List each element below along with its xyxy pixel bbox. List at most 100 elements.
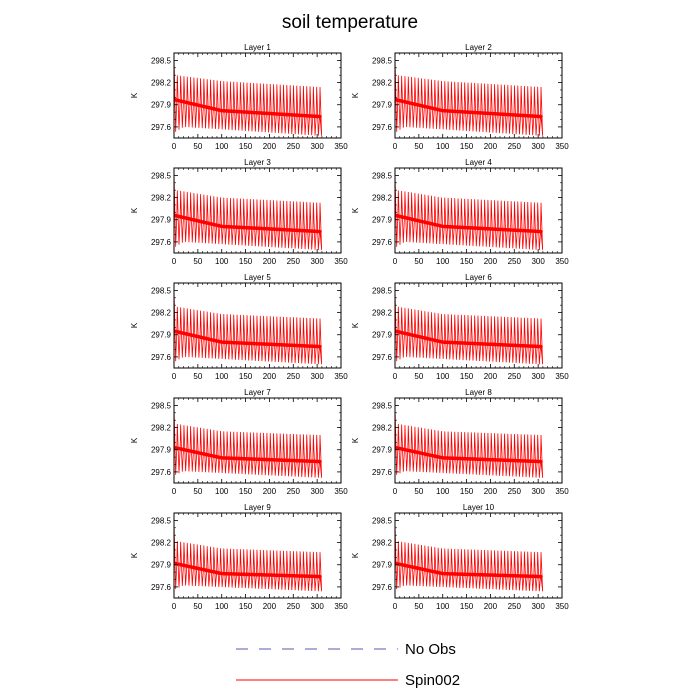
panel-layer-1: Layer 1 K 0 50 100 150 200 250 300 350 297.6 297.9 2…	[130, 43, 348, 151]
panel-frame	[394, 167, 563, 254]
panel-title: Layer 7	[244, 388, 271, 397]
y-axis-label: K	[130, 207, 139, 213]
x-tick-label: 0	[393, 372, 398, 381]
y-tick-label: 298.5	[151, 401, 172, 410]
panel-frame	[394, 52, 563, 139]
y-tick-label: 297.6	[372, 468, 393, 477]
y-axis-label: K	[351, 322, 360, 328]
x-tick-label: 300	[310, 487, 324, 496]
y-tick-label: 297.9	[372, 446, 393, 455]
spin002-series-line	[395, 405, 544, 478]
x-tick-label: 350	[334, 257, 348, 266]
panel-frame	[173, 397, 342, 484]
panel-frame	[394, 397, 563, 484]
y-tick-label: 298.2	[372, 424, 393, 433]
x-tick-label: 250	[287, 487, 301, 496]
x-tick-label: 200	[484, 142, 498, 151]
x-tick-label: 300	[310, 257, 324, 266]
x-tick-label: 50	[193, 487, 202, 496]
spin002-series-line	[174, 56, 323, 136]
y-tick-label: 298.5	[151, 516, 172, 525]
x-tick-label: 200	[484, 257, 498, 266]
x-tick-label: 350	[555, 257, 569, 266]
x-tick-label: 150	[239, 602, 253, 611]
x-tick-label: 0	[172, 142, 177, 151]
x-tick-label: 250	[287, 142, 301, 151]
x-tick-label: 200	[263, 487, 277, 496]
y-tick-label: 298.5	[372, 171, 393, 180]
x-tick-label: 150	[460, 142, 474, 151]
x-tick-label: 200	[263, 142, 277, 151]
panel-frame	[173, 282, 342, 369]
panel-layer-10: Layer 10 K 0 50 100 150 200 250 300 350 297.6 297.9…	[351, 503, 569, 611]
x-tick-label: 100	[436, 257, 450, 266]
spin002-mean-band	[174, 561, 322, 579]
x-tick-label: 0	[393, 487, 398, 496]
x-tick-label: 250	[287, 257, 301, 266]
spin002-series-line	[174, 405, 323, 478]
y-axis-label: K	[351, 437, 360, 443]
x-tick-label: 350	[555, 487, 569, 496]
y-tick-label: 298.2	[372, 194, 393, 203]
panel-layer-8: Layer 8 K 0 50 100 150 200 250 300 350 297.6 297.9 2…	[351, 388, 569, 496]
panel-title: Layer 5	[244, 273, 271, 282]
y-axis-label: K	[130, 552, 139, 558]
panel-layer-9: Layer 9 K 0 50 100 150 200 250 300 350 297.6 297.9 2…	[130, 503, 348, 611]
x-tick-label: 50	[193, 602, 202, 611]
panel-frame	[394, 512, 563, 599]
x-tick-label: 300	[531, 372, 545, 381]
y-tick-label: 297.9	[151, 101, 172, 110]
y-tick-label: 297.6	[151, 468, 172, 477]
x-tick-label: 350	[555, 602, 569, 611]
panel-title: Layer 2	[465, 43, 492, 52]
x-tick-label: 350	[334, 487, 348, 496]
spin002-mean-band	[395, 213, 543, 234]
x-tick-label: 50	[414, 372, 423, 381]
spin002-mean-band	[395, 97, 543, 119]
panel-title: Layer 10	[463, 503, 495, 512]
panel-title: Layer 6	[465, 273, 492, 282]
spin002-mean-band	[174, 97, 322, 119]
panel-frame	[173, 52, 342, 139]
x-tick-label: 150	[239, 487, 253, 496]
y-tick-label: 298.2	[372, 309, 393, 318]
x-tick-label: 250	[508, 487, 522, 496]
legend-label: No Obs	[405, 641, 456, 658]
y-tick-label: 297.6	[151, 238, 172, 247]
spin002-mean-band	[174, 213, 322, 234]
spin002-mean-band	[395, 561, 543, 579]
spin002-series-line	[395, 288, 544, 365]
x-tick-label: 0	[393, 602, 398, 611]
x-tick-label: 300	[310, 602, 324, 611]
y-tick-label: 297.6	[372, 583, 393, 592]
y-tick-label: 298.5	[372, 56, 393, 65]
x-tick-label: 0	[172, 602, 177, 611]
x-tick-label: 100	[436, 372, 450, 381]
panel-layer-2: Layer 2 K 0 50 100 150 200 250 300 350 297.6 297.9 2…	[351, 43, 569, 151]
panel-layer-4: Layer 4 K 0 50 100 150 200 250 300 350 297.6 297.9 2…	[351, 158, 569, 266]
x-tick-label: 50	[193, 142, 202, 151]
x-tick-label: 150	[239, 372, 253, 381]
y-tick-label: 297.6	[372, 238, 393, 247]
spin002-series-line	[174, 171, 323, 251]
spin002-series-line	[395, 171, 544, 251]
y-tick-label: 297.6	[372, 353, 393, 362]
x-tick-label: 0	[393, 257, 398, 266]
x-tick-label: 100	[215, 487, 229, 496]
y-tick-label: 297.9	[372, 101, 393, 110]
spin002-mean-band	[395, 445, 543, 464]
x-tick-label: 50	[414, 602, 423, 611]
spin002-series-line	[174, 288, 323, 365]
y-tick-label: 298.5	[151, 171, 172, 180]
y-axis-label: K	[351, 92, 360, 98]
x-tick-label: 100	[436, 602, 450, 611]
y-tick-label: 298.2	[151, 194, 172, 203]
y-axis-label: K	[351, 552, 360, 558]
y-tick-label: 297.9	[372, 216, 393, 225]
y-tick-label: 298.5	[372, 286, 393, 295]
x-tick-label: 100	[215, 142, 229, 151]
x-tick-label: 350	[334, 602, 348, 611]
y-tick-label: 297.9	[372, 331, 393, 340]
x-tick-label: 200	[484, 602, 498, 611]
y-axis-label: K	[351, 207, 360, 213]
